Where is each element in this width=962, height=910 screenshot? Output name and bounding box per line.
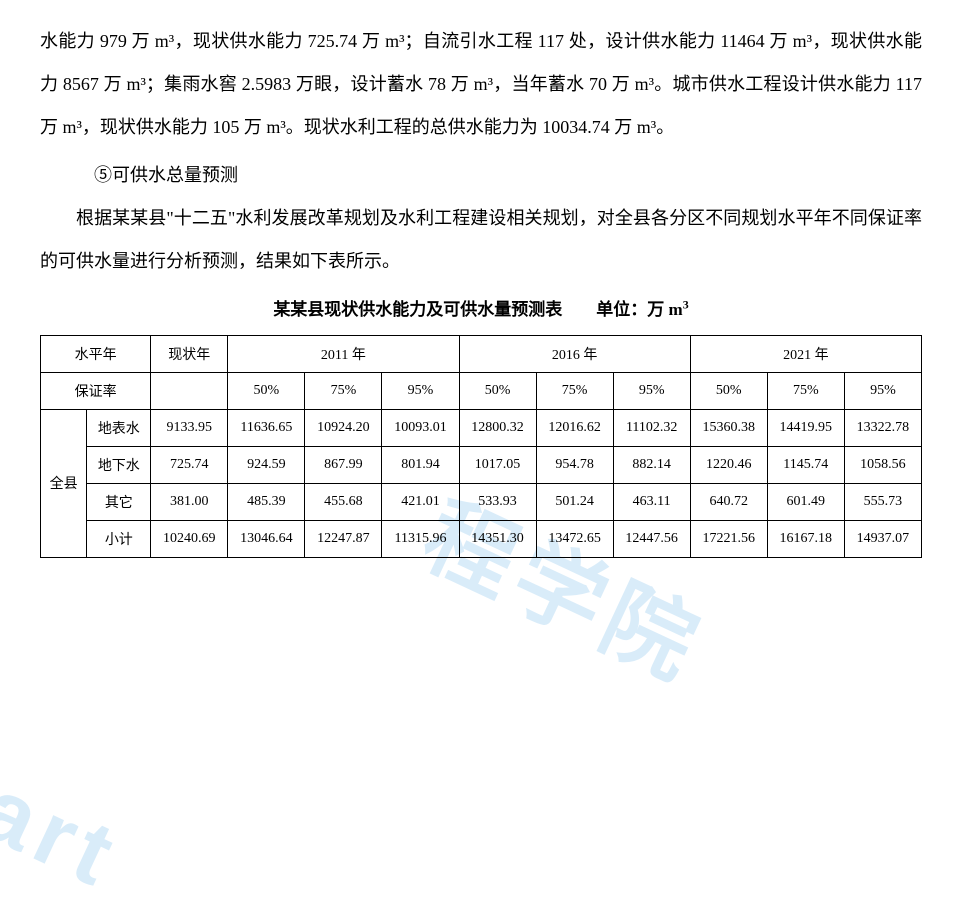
cell-surface-current: 9133.95 (151, 409, 228, 446)
section-heading-5: ⑤可供水总量预测 (40, 154, 922, 197)
cell-subtotal-2011-95: 11315.96 (382, 520, 459, 557)
cell-subtotal-2021-95: 14937.07 (844, 520, 921, 557)
cell-surface-2016-75: 12016.62 (536, 409, 613, 446)
cell-other-2021-50: 640.72 (690, 483, 767, 520)
header-2021-95: 95% (844, 372, 921, 409)
body-paragraph-1: 水能力 979 万 m³，现状供水能力 725.74 万 m³；自流引水工程 1… (40, 20, 922, 150)
header-level-year: 水平年 (41, 335, 151, 372)
header-blank (151, 372, 228, 409)
header-2016-75: 75% (536, 372, 613, 409)
cell-surface-2016-50: 12800.32 (459, 409, 536, 446)
table-row-surface: 全县 地表水 9133.95 11636.65 10924.20 10093.0… (41, 409, 922, 446)
header-2011-95: 95% (382, 372, 459, 409)
row-label-ground: 地下水 (87, 446, 151, 483)
cell-ground-2011-75: 867.99 (305, 446, 382, 483)
header-2011-50: 50% (228, 372, 305, 409)
cell-subtotal-2011-50: 13046.64 (228, 520, 305, 557)
table-header-row-1: 水平年 现状年 2011 年 2016 年 2021 年 (41, 335, 922, 372)
cell-ground-2021-75: 1145.74 (767, 446, 844, 483)
table-row-subtotal: 小计 10240.69 13046.64 12247.87 11315.96 1… (41, 520, 922, 557)
cell-surface-2016-95: 11102.32 (613, 409, 690, 446)
cell-subtotal-current: 10240.69 (151, 520, 228, 557)
cell-subtotal-2016-75: 13472.65 (536, 520, 613, 557)
cell-ground-current: 725.74 (151, 446, 228, 483)
cell-subtotal-2016-50: 14351.30 (459, 520, 536, 557)
cell-other-2011-50: 485.39 (228, 483, 305, 520)
table-header-row-2: 保证率 50% 75% 95% 50% 75% 95% 50% 75% 95% (41, 372, 922, 409)
row-label-surface: 地表水 (87, 409, 151, 446)
cell-subtotal-2016-95: 12447.56 (613, 520, 690, 557)
cell-surface-2021-75: 14419.95 (767, 409, 844, 446)
cell-surface-2011-50: 11636.65 (228, 409, 305, 446)
table-title-text: 某某县现状供水能力及可供水量预测表 单位：万 m (273, 300, 682, 319)
table-row-ground: 地下水 725.74 924.59 867.99 801.94 1017.05 … (41, 446, 922, 483)
water-supply-table: 水平年 现状年 2011 年 2016 年 2021 年 保证率 50% 75%… (40, 335, 922, 558)
header-2011-75: 75% (305, 372, 382, 409)
header-year-2011: 2011 年 (228, 335, 459, 372)
cell-ground-2021-95: 1058.56 (844, 446, 921, 483)
cell-other-2011-75: 455.68 (305, 483, 382, 520)
row-label-other: 其它 (87, 483, 151, 520)
cell-subtotal-2021-75: 16167.18 (767, 520, 844, 557)
watermark-text-2: Start (0, 713, 135, 910)
cell-other-2011-95: 421.01 (382, 483, 459, 520)
header-year-2021: 2021 年 (690, 335, 921, 372)
cell-other-2016-75: 501.24 (536, 483, 613, 520)
header-2016-95: 95% (613, 372, 690, 409)
region-label: 全县 (41, 409, 87, 557)
cell-surface-2011-95: 10093.01 (382, 409, 459, 446)
row-label-subtotal: 小计 (87, 520, 151, 557)
cell-surface-2021-50: 15360.38 (690, 409, 767, 446)
cell-ground-2011-50: 924.59 (228, 446, 305, 483)
cell-surface-2021-95: 13322.78 (844, 409, 921, 446)
cell-other-current: 381.00 (151, 483, 228, 520)
cell-other-2021-75: 601.49 (767, 483, 844, 520)
cell-ground-2021-50: 1220.46 (690, 446, 767, 483)
cell-ground-2016-50: 1017.05 (459, 446, 536, 483)
cell-other-2016-95: 463.11 (613, 483, 690, 520)
cell-ground-2011-95: 801.94 (382, 446, 459, 483)
body-paragraph-2: 根据某某县"十二五"水利发展改革规划及水利工程建设相关规划，对全县各分区不同规划… (40, 197, 922, 283)
cell-ground-2016-75: 954.78 (536, 446, 613, 483)
table-title-superscript: 3 (683, 297, 689, 311)
document-content: 水能力 979 万 m³，现状供水能力 725.74 万 m³；自流引水工程 1… (40, 20, 922, 558)
header-2021-50: 50% (690, 372, 767, 409)
cell-ground-2016-95: 882.14 (613, 446, 690, 483)
cell-surface-2011-75: 10924.20 (305, 409, 382, 446)
cell-subtotal-2011-75: 12247.87 (305, 520, 382, 557)
cell-other-2021-95: 555.73 (844, 483, 921, 520)
header-current-year: 现状年 (151, 335, 228, 372)
table-title: 某某县现状供水能力及可供水量预测表 单位：万 m3 (40, 291, 922, 328)
table-row-other: 其它 381.00 485.39 455.68 421.01 533.93 50… (41, 483, 922, 520)
cell-subtotal-2021-50: 17221.56 (690, 520, 767, 557)
header-2021-75: 75% (767, 372, 844, 409)
header-2016-50: 50% (459, 372, 536, 409)
header-assurance-rate: 保证率 (41, 372, 151, 409)
header-year-2016: 2016 年 (459, 335, 690, 372)
cell-other-2016-50: 533.93 (459, 483, 536, 520)
